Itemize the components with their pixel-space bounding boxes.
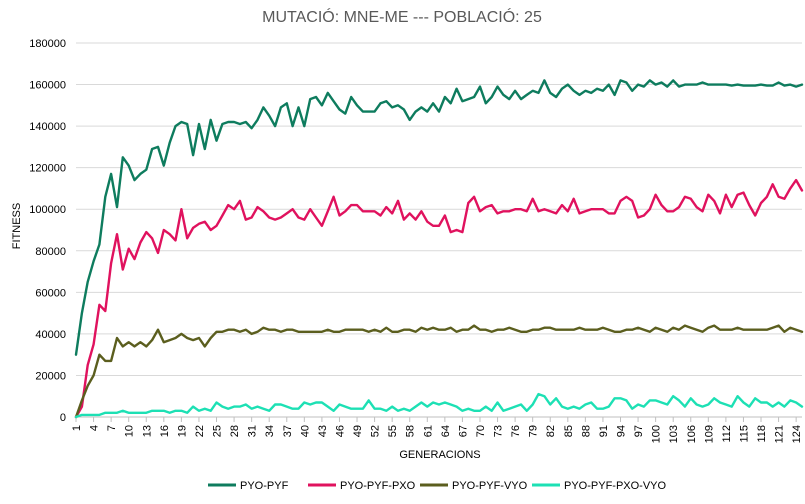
y-tick-label: 140000 (29, 121, 66, 133)
x-tick-label: 88 (580, 425, 592, 437)
x-tick-label: 40 (299, 425, 311, 437)
x-tick-label: 61 (422, 425, 434, 437)
x-tick-label: 115 (738, 425, 750, 443)
y-tick-label: 160000 (29, 80, 66, 92)
x-tick-label: 64 (440, 425, 452, 437)
x-tick-label: 22 (194, 425, 206, 437)
series-line-4 (74, 392, 804, 419)
x-axis-title: GENERACIONS (399, 449, 480, 461)
x-tick-label: 106 (686, 425, 698, 443)
x-tick-label: 34 (264, 425, 276, 437)
x-tick-label: 16 (159, 425, 171, 437)
series-line-2 (74, 178, 804, 419)
y-tick-label: 100000 (29, 204, 66, 216)
legend-label: PYO-PYF (240, 480, 289, 492)
x-tick-label: 70 (475, 425, 487, 437)
x-tick-label: 121 (774, 425, 786, 443)
series-line-3 (74, 324, 804, 419)
x-tick-label: 73 (493, 425, 505, 437)
x-tick-label: 76 (510, 425, 522, 437)
y-tick-label: 20000 (35, 370, 66, 382)
x-tick-label: 97 (633, 425, 645, 437)
x-tick-label: 4 (89, 425, 101, 431)
x-tick-label: 79 (528, 425, 540, 437)
y-axis-title: FITNESS (11, 203, 23, 249)
x-tick-label: 100 (651, 425, 663, 443)
x-tick-label: 19 (176, 425, 188, 437)
legend-label: PYO-PYF-PXO (340, 480, 416, 492)
x-tick-label: 31 (247, 425, 259, 437)
axes: 0 20000 40000 60000 80000 100000 120000 140000 1… (29, 38, 803, 443)
x-tick-label: 13 (141, 425, 153, 437)
gridlines (76, 42, 802, 376)
legend-label: PYO-PYF-PXO-VYO (564, 480, 667, 492)
y-tick-label: 0 (60, 412, 66, 424)
x-tick-label: 58 (405, 425, 417, 437)
y-tick-label: 80000 (35, 246, 66, 258)
legend: PYO-PYF PYO-PYF-PXO PYO-PYF-VYO PYO-PYF-PXO… (208, 480, 667, 492)
x-tick-label: 85 (563, 425, 575, 437)
x-tick-label: 55 (387, 425, 399, 437)
y-tick-label: 120000 (29, 163, 66, 175)
x-tick-label: 118 (756, 425, 768, 443)
series-line-1 (74, 79, 804, 356)
x-tick-label: 10 (124, 425, 136, 437)
x-tick-label: 91 (598, 425, 610, 437)
x-tick-label: 52 (370, 425, 382, 437)
x-tick-label: 43 (317, 425, 329, 437)
x-tick-label: 1 (71, 425, 83, 431)
x-tick-label: 103 (668, 425, 680, 443)
y-tick-label: 40000 (35, 329, 66, 341)
x-tick-label: 46 (334, 425, 346, 437)
x-tick-label: 7 (106, 425, 118, 431)
x-tick-label: 112 (721, 425, 733, 443)
x-tick-label: 82 (545, 425, 557, 437)
x-tick-label: 109 (703, 425, 715, 443)
x-tick-label: 28 (229, 425, 241, 437)
chart-title: MUTACIÓ: MNE-ME --- POBLACIÓ: 25 (262, 7, 542, 26)
y-tick-label: 180000 (29, 38, 66, 50)
series-lines (74, 79, 804, 419)
x-tick-label: 67 (457, 425, 469, 437)
legend-label: PYO-PYF-VYO (452, 480, 528, 492)
x-tick-label: 49 (352, 425, 364, 437)
x-tick-label: 94 (616, 425, 628, 437)
x-tick-label: 37 (282, 425, 294, 437)
y-tick-label: 60000 (35, 287, 66, 299)
x-tick-label: 25 (212, 425, 224, 437)
x-tick-label: 124 (791, 425, 803, 443)
